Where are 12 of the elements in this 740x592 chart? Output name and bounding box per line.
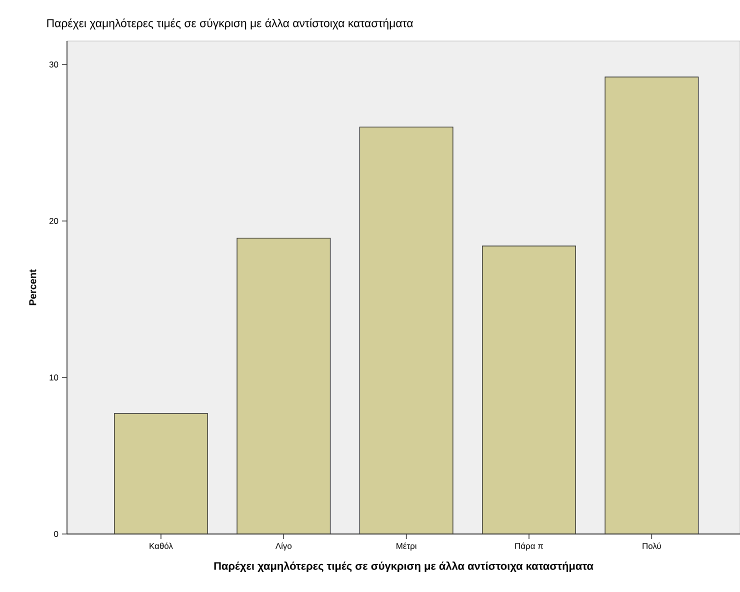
- x-tick-label: Λίγο: [275, 542, 292, 551]
- y-tick-label: 30: [49, 61, 58, 68]
- x-tick-label: Πάρα π: [515, 542, 544, 551]
- y-axis-title: Percent: [29, 269, 36, 306]
- x-tick-label: Πολύ: [642, 542, 661, 549]
- y-tick-label: 10: [50, 374, 58, 380]
- y-tick-label: 0: [54, 531, 58, 537]
- x-tick-label: Μέτρι: [396, 542, 417, 551]
- chart-title: Παρέχει χαμηλότερες τιμές σε σύγκριση με άλλα αντίστοιχα καταστήματα: [47, 18, 413, 30]
- y-tick-label: 20: [49, 218, 58, 224]
- x-axis-title: Παρέχει χαμηλότερες τιμές σε σύγκριση με άλλα αντίστοιχα καταστήματα: [214, 562, 594, 572]
- x-tick-label: Καθόλ: [150, 542, 173, 549]
